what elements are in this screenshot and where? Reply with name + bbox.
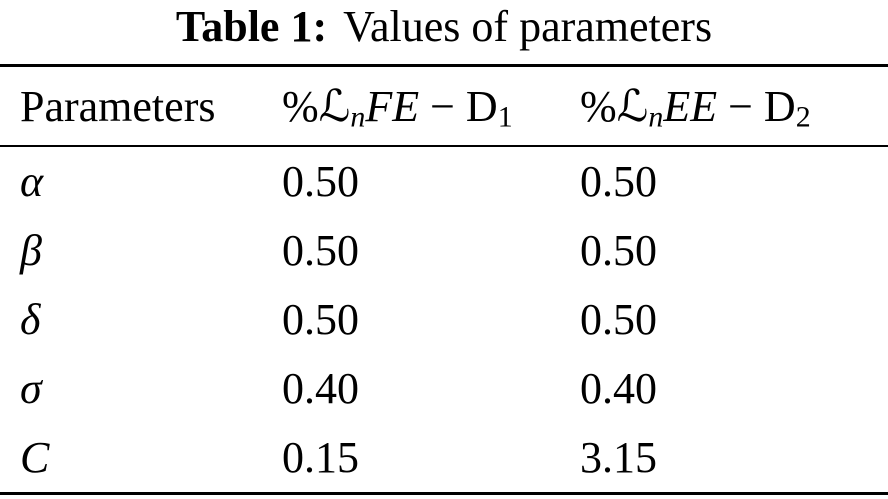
- script-l-icon: ℒ: [616, 80, 649, 132]
- percent-sign: %: [282, 81, 319, 131]
- table-top-rule: [0, 64, 888, 67]
- table-caption-text: Values of parameters: [343, 2, 713, 51]
- parameter-symbol-beta: β: [20, 226, 42, 275]
- table-row: σ 0.40 0.40: [0, 354, 888, 423]
- parameter-symbol-sigma: σ: [20, 364, 42, 413]
- table-header-rule: [0, 145, 888, 147]
- parameter-symbol-c: C: [20, 433, 50, 482]
- table-row: C 0.15 3.15: [0, 423, 888, 492]
- variable-fe: FE: [365, 81, 420, 131]
- value-d2: 0.50: [580, 157, 657, 206]
- table-header-row: Parameters %ℒnFE − D1 %ℒnEE − D2: [0, 67, 888, 145]
- subscript-n: n: [648, 99, 664, 133]
- table-caption: Table 1: Values of parameters: [0, 0, 888, 54]
- value-d2: 0.50: [580, 295, 657, 344]
- value-d2: 0.50: [580, 226, 657, 275]
- subscript-n: n: [350, 99, 366, 133]
- value-d1: 0.15: [282, 433, 359, 482]
- parameter-symbol-alpha: α: [20, 157, 44, 206]
- value-d2: 3.15: [580, 433, 657, 482]
- table-row: α 0.50 0.50: [0, 147, 888, 216]
- script-l-icon: ℒ: [318, 80, 351, 132]
- subscript-2: 2: [795, 99, 811, 133]
- table-row: β 0.50 0.50: [0, 216, 888, 285]
- value-d2: 0.40: [580, 364, 657, 413]
- minus-sign: −: [717, 81, 764, 131]
- table-caption-label: Table 1:: [175, 2, 328, 51]
- parameter-symbol-delta: δ: [20, 295, 41, 344]
- variable-ee: EE: [663, 81, 718, 131]
- value-d1: 0.50: [282, 157, 359, 206]
- minus-sign: −: [419, 81, 466, 131]
- column-header-d1: %ℒnFE − D1: [282, 81, 580, 132]
- percent-sign: %: [580, 81, 617, 131]
- table-body: α 0.50 0.50 β 0.50 0.50 δ 0.50 0.50 σ 0.…: [0, 147, 888, 492]
- subscript-1: 1: [497, 99, 513, 133]
- value-d1: 0.40: [282, 364, 359, 413]
- value-d1: 0.50: [282, 226, 359, 275]
- value-d1: 0.50: [282, 295, 359, 344]
- symbol-d: D: [465, 81, 498, 131]
- table-row: δ 0.50 0.50: [0, 285, 888, 354]
- table-bottom-rule: [0, 492, 888, 495]
- column-header-d2: %ℒnEE − D2: [580, 81, 888, 132]
- column-header-parameters: Parameters: [20, 81, 216, 131]
- symbol-d: D: [763, 81, 796, 131]
